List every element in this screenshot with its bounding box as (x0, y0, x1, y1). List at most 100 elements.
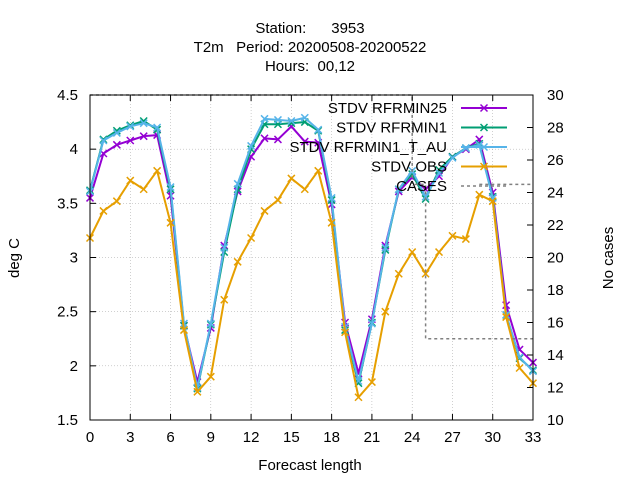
title-line-station: Station: 3953 (255, 20, 364, 37)
data-point (273, 135, 282, 144)
series-0 (85, 122, 538, 387)
data-point (381, 243, 390, 252)
x-tick-label: 33 (525, 429, 542, 446)
legend-label: CASES (396, 178, 447, 195)
data-point (179, 326, 189, 335)
data-point (112, 126, 121, 135)
data-point (434, 248, 444, 257)
data-point (300, 185, 309, 194)
data-point (260, 114, 269, 123)
data-point (220, 295, 229, 304)
x-tick-label: 24 (404, 429, 421, 446)
x-tick-label: 15 (283, 429, 300, 446)
data-point (166, 183, 175, 192)
data-point (99, 136, 108, 145)
legend-label: STDV OBS (371, 159, 447, 176)
data-point (126, 122, 135, 131)
data-point (233, 179, 242, 188)
data-point (139, 119, 148, 128)
y2-tick-label: 18 (547, 282, 564, 299)
y-tick-label: 2.5 (57, 304, 78, 321)
x-tick-label: 6 (166, 429, 174, 446)
data-point (126, 176, 135, 185)
x-tick-label: 21 (364, 429, 381, 446)
series-4 (90, 94, 533, 340)
data-point (461, 144, 470, 153)
data-point (434, 168, 444, 178)
x-tick-label: 30 (484, 429, 501, 446)
x-tick-label: 0 (86, 429, 94, 446)
data-point (206, 372, 215, 381)
data-point (287, 116, 296, 126)
y2-tick-label: 12 (547, 380, 564, 397)
y2-tick-label: 28 (547, 120, 564, 137)
data-point (220, 243, 229, 252)
data-point (260, 134, 269, 143)
data-point (434, 165, 444, 174)
series-1 (85, 116, 538, 393)
data-point (300, 137, 309, 146)
data-point (314, 125, 323, 134)
data-point (193, 387, 202, 396)
x-axis-label: Forecast length (258, 457, 361, 474)
y-tick-label: 2 (70, 358, 78, 375)
data-point (139, 185, 148, 194)
data-point (381, 307, 390, 316)
data-point (153, 166, 162, 175)
legend-marker (479, 142, 489, 152)
series-3 (85, 166, 538, 402)
x-tick-label: 27 (444, 429, 461, 446)
data-point (287, 174, 296, 183)
data-point (206, 319, 215, 328)
series-line (89, 120, 534, 390)
data-point (421, 269, 430, 278)
x-tick-label: 3 (126, 429, 134, 446)
data-point (488, 197, 497, 206)
data-point (260, 206, 269, 215)
y2-tick-label: 30 (547, 87, 564, 104)
data-point (367, 319, 376, 328)
legend-marker (479, 162, 489, 171)
data-point (247, 141, 256, 150)
series-line (89, 125, 534, 384)
series-line (89, 169, 534, 399)
y-tick-label: 4 (70, 141, 78, 158)
data-point (166, 218, 175, 227)
data-point (233, 257, 242, 266)
x-tick-label: 9 (207, 429, 215, 446)
series-2 (85, 113, 538, 392)
data-point (502, 313, 511, 322)
y-tick-label: 3.5 (57, 195, 78, 212)
legend-marker (479, 103, 489, 113)
y2-tick-label: 20 (547, 250, 564, 267)
data-point (314, 166, 323, 175)
data-point (354, 393, 363, 402)
data-point (394, 269, 403, 278)
y2-tick-label: 26 (547, 152, 564, 169)
data-point (515, 363, 524, 373)
legend-label: STDV RFRMIN1 (336, 120, 447, 137)
data-point (341, 328, 350, 337)
cases-line (90, 94, 533, 340)
y-tick-label: 1.5 (57, 412, 78, 429)
data-point (273, 196, 282, 205)
legend-label: STDV RFRMIN25 (328, 100, 447, 117)
series-line (89, 116, 534, 389)
title-line-hours: Hours: 00,12 (265, 58, 355, 75)
y2-tick-label: 10 (547, 412, 564, 429)
data-point (327, 218, 336, 227)
y2-tick-label: 22 (547, 217, 564, 234)
data-point (153, 123, 162, 132)
legend-marker (479, 123, 489, 132)
data-point (273, 115, 282, 124)
data-point (394, 185, 403, 194)
data-point (99, 206, 108, 215)
title-line-period: T2m Period: 20200508-20200522 (194, 39, 427, 56)
data-point (112, 128, 121, 137)
series-lines (85, 94, 538, 402)
y2-tick-label: 14 (547, 347, 564, 364)
data-point (408, 248, 417, 257)
grid-lines (90, 95, 533, 420)
data-point (112, 197, 121, 206)
